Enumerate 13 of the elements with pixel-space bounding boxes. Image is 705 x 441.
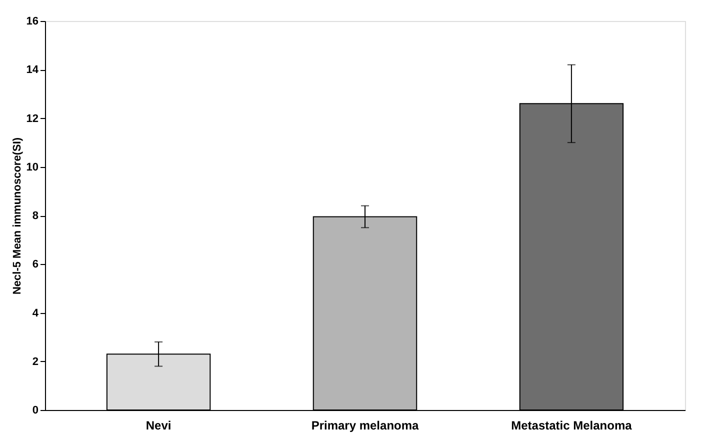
y-tick-label: 16 (26, 16, 38, 28)
x-tick-label: Primary melanoma (311, 418, 420, 432)
y-tick-label: 6 (32, 258, 38, 271)
x-tick-label: Nevi (146, 418, 172, 432)
y-tick-label: 4 (32, 307, 40, 320)
y-axis-title: Necl-5 Mean immunoscore(SI) (11, 137, 24, 295)
y-tick-label: 12 (26, 112, 38, 125)
y-tick-label: 10 (26, 161, 38, 174)
x-tick-label: Metastatic Melanoma (511, 418, 632, 432)
y-tick-label: 0 (32, 404, 38, 416)
y-tick-label: 8 (32, 210, 38, 222)
y-tick-label: 14 (26, 64, 40, 76)
y-tick-label: 2 (32, 356, 38, 368)
